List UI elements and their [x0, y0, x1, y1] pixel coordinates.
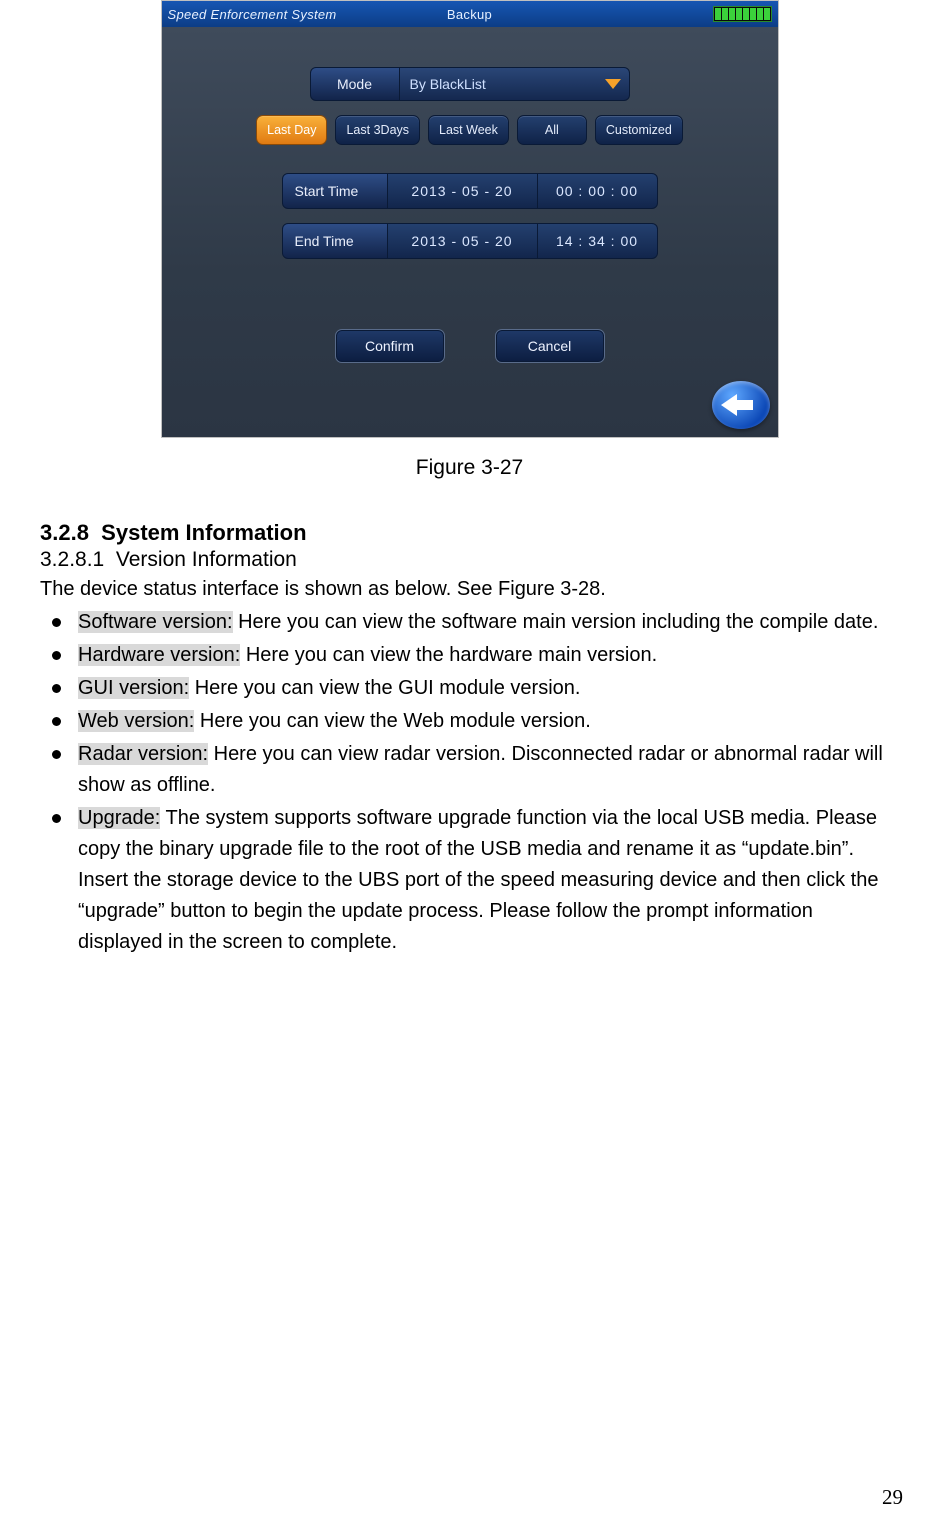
- start-time-clock[interactable]: 00 : 00 : 00: [538, 173, 658, 209]
- bullet-label: GUI version:: [78, 677, 189, 699]
- mode-selected-value: By BlackList: [410, 76, 486, 92]
- range-last-3days[interactable]: Last 3Days: [335, 115, 420, 145]
- bullet-text: Here you can view the Web module version…: [194, 710, 591, 732]
- start-time-date[interactable]: 2013 - 05 - 20: [388, 173, 538, 209]
- bullet-text: Here you can view the software main vers…: [233, 611, 879, 633]
- cancel-button[interactable]: Cancel: [495, 329, 605, 363]
- list-item: Web version: Here you can view the Web m…: [74, 706, 899, 737]
- page-number: 29: [882, 1485, 903, 1510]
- subsection-heading: 3.2.8.1 Version Information: [40, 548, 899, 572]
- bullet-label: Web version:: [78, 710, 194, 732]
- confirm-button[interactable]: Confirm: [335, 329, 445, 363]
- bullet-label: Hardware version:: [78, 644, 240, 666]
- bullet-label: Radar version:: [78, 743, 208, 765]
- range-customized[interactable]: Customized: [595, 115, 683, 145]
- list-item: GUI version: Here you can view the GUI m…: [74, 673, 899, 704]
- device-titlebar: Speed Enforcement System Backup: [162, 1, 778, 27]
- bullet-text: The system supports software upgrade fun…: [78, 807, 878, 953]
- end-time-date[interactable]: 2013 - 05 - 20: [388, 223, 538, 259]
- end-time-label: End Time: [282, 223, 388, 259]
- range-last-day[interactable]: Last Day: [256, 115, 327, 145]
- bullet-text: Here you can view the hardware main vers…: [240, 644, 657, 666]
- section-heading: 3.2.8 System Information: [40, 520, 899, 546]
- list-item: Software version: Here you can view the …: [74, 607, 899, 638]
- back-arrow-icon[interactable]: [712, 381, 770, 429]
- subsection-number: 3.2.8.1: [40, 548, 104, 571]
- bullet-label: Upgrade:: [78, 807, 160, 829]
- app-title: Speed Enforcement System: [168, 7, 337, 22]
- list-item: Radar version: Here you can view radar v…: [74, 739, 899, 801]
- mode-label: Mode: [310, 67, 400, 101]
- screen-title: Backup: [447, 7, 492, 22]
- mode-select[interactable]: By BlackList: [400, 67, 630, 101]
- bullet-label: Software version:: [78, 611, 233, 633]
- battery-icon: [713, 6, 772, 22]
- chevron-down-icon: [605, 79, 621, 89]
- end-time-clock[interactable]: 14 : 34 : 00: [538, 223, 658, 259]
- bullet-list: Software version: Here you can view the …: [40, 607, 899, 958]
- intro-paragraph: The device status interface is shown as …: [40, 574, 899, 605]
- list-item: Hardware version: Here you can view the …: [74, 640, 899, 671]
- device-screenshot: Speed Enforcement System Backup Mode By …: [161, 0, 779, 438]
- section-number: 3.2.8: [40, 520, 89, 545]
- range-last-week[interactable]: Last Week: [428, 115, 509, 145]
- section-title: System Information: [101, 520, 306, 545]
- device-body: Mode By BlackList Last Day Last 3Days La…: [162, 27, 778, 437]
- subsection-title: Version Information: [116, 548, 297, 571]
- bullet-text: Here you can view the GUI module version…: [189, 677, 580, 699]
- list-item: Upgrade: The system supports software up…: [74, 803, 899, 958]
- start-time-label: Start Time: [282, 173, 388, 209]
- range-all[interactable]: All: [517, 115, 587, 145]
- figure-caption: Figure 3-27: [40, 456, 899, 480]
